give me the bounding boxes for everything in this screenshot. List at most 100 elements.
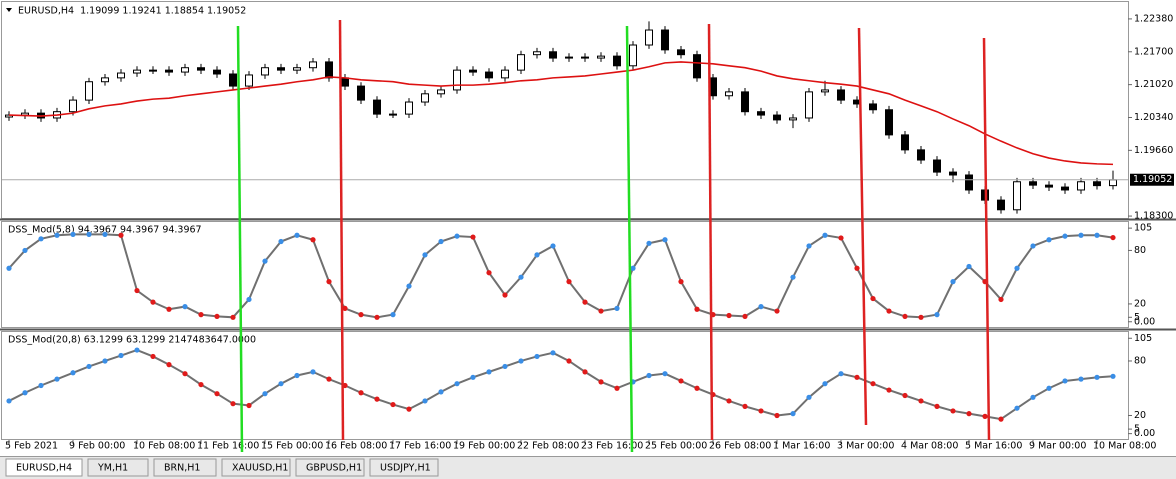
y-tick-label: 1.18300 bbox=[1134, 211, 1173, 222]
tab[interactable] bbox=[5, 458, 83, 477]
candle-body bbox=[517, 54, 525, 71]
candle-body bbox=[85, 81, 93, 101]
dss-point bbox=[806, 243, 812, 249]
dss-point bbox=[1094, 374, 1100, 380]
collapse-arrow[interactable] bbox=[6, 8, 12, 12]
dss-point bbox=[182, 304, 188, 310]
candle-body bbox=[405, 101, 413, 115]
tab-label[interactable]: GBPUSD,H1 bbox=[306, 463, 362, 474]
dss-point bbox=[838, 235, 844, 241]
tab-label[interactable]: EURUSD,H4 bbox=[16, 463, 72, 474]
tab-label[interactable]: BRN,H1 bbox=[164, 463, 200, 474]
candle-body bbox=[837, 89, 845, 101]
marks: 1.22380 1.21700 1.21020 1.20340 1.19660 1.183… bbox=[2, 13, 1174, 452]
current-price-label: 1.19052 bbox=[1133, 174, 1172, 185]
dss-point bbox=[1062, 378, 1068, 384]
y-tick-label: 105 bbox=[1134, 223, 1152, 234]
dss-point bbox=[902, 313, 908, 320]
candle-body bbox=[229, 73, 237, 87]
dss-point bbox=[182, 371, 188, 377]
candle-body bbox=[725, 91, 733, 97]
tab[interactable] bbox=[221, 458, 291, 477]
candle-body bbox=[965, 174, 973, 191]
candle-body bbox=[421, 93, 429, 103]
candle-body bbox=[741, 91, 749, 113]
dss-point bbox=[1030, 243, 1036, 249]
candle-body bbox=[165, 69, 173, 73]
candle-body bbox=[565, 56, 573, 59]
dss-point bbox=[198, 381, 204, 388]
tab-label[interactable]: USDJPY,H1 bbox=[380, 463, 431, 474]
dss-point bbox=[678, 279, 684, 285]
tab[interactable] bbox=[153, 458, 217, 477]
dss-point bbox=[582, 299, 588, 305]
dss-point bbox=[550, 350, 556, 356]
y-tick-label: 5 bbox=[1134, 312, 1140, 323]
dss-point bbox=[358, 390, 364, 396]
dss-point bbox=[166, 362, 172, 368]
dss-point bbox=[22, 390, 28, 396]
indicator-title: DSS_Mod(20,8) 63.1299 63.1299 2147483647… bbox=[8, 335, 256, 346]
dss-point bbox=[406, 283, 412, 289]
candle-body bbox=[581, 56, 589, 59]
candle-body bbox=[789, 117, 797, 121]
dss-point bbox=[694, 306, 700, 312]
dss-point bbox=[246, 402, 252, 409]
x-tick-label: 1 Mar 16:00 bbox=[773, 441, 830, 452]
dss-point bbox=[70, 370, 76, 376]
candle-body bbox=[885, 109, 893, 136]
dss-point bbox=[358, 312, 364, 318]
dss-point bbox=[86, 363, 92, 370]
tab[interactable] bbox=[295, 458, 365, 477]
dss-point bbox=[502, 292, 508, 298]
dss-point bbox=[214, 391, 220, 397]
tab[interactable] bbox=[369, 458, 439, 477]
dss-point bbox=[614, 305, 620, 311]
dss-point bbox=[518, 358, 524, 364]
dss-point bbox=[726, 312, 732, 319]
tab[interactable] bbox=[87, 458, 149, 477]
candle-body bbox=[101, 77, 109, 83]
dss-point bbox=[438, 238, 444, 245]
drawn-vertical-line bbox=[707, 23, 714, 441]
dss-point bbox=[742, 313, 748, 320]
dss-point bbox=[566, 358, 572, 364]
dss-point bbox=[102, 231, 108, 237]
candle-body bbox=[485, 71, 493, 79]
candle-body bbox=[437, 89, 445, 95]
dss-point bbox=[326, 279, 332, 285]
dss-point bbox=[310, 369, 316, 375]
candle-body bbox=[597, 55, 605, 59]
x-tick-label: 10 Feb 08:00 bbox=[133, 441, 195, 452]
candle-body bbox=[149, 69, 157, 72]
candle-body bbox=[1029, 181, 1037, 186]
candle-body bbox=[325, 61, 333, 79]
tab-label[interactable]: YM,H1 bbox=[97, 463, 128, 474]
candle-body bbox=[933, 159, 941, 173]
dss-point bbox=[1014, 265, 1020, 271]
dss-point bbox=[902, 392, 908, 399]
dss-point bbox=[38, 236, 44, 242]
dss-point bbox=[150, 353, 156, 360]
dss-point bbox=[1046, 385, 1052, 391]
dss-point bbox=[742, 403, 748, 409]
candle-body bbox=[1045, 184, 1053, 188]
dss-point bbox=[886, 308, 892, 314]
x-tick-label: 10 Mar 08:00 bbox=[1093, 441, 1156, 452]
dss-point bbox=[486, 369, 492, 375]
candle-body bbox=[1013, 181, 1021, 211]
dss-point bbox=[854, 265, 860, 271]
y-tick-label: 1.19660 bbox=[1134, 145, 1173, 156]
dss-point bbox=[406, 406, 412, 412]
dss-point bbox=[598, 308, 604, 314]
dss-point bbox=[966, 411, 972, 417]
dss-point bbox=[1078, 376, 1084, 382]
dss-point bbox=[454, 233, 460, 239]
x-tick-label: 22 Feb 08:00 bbox=[517, 441, 579, 452]
drawn-vertical-line bbox=[982, 37, 991, 441]
candle-body bbox=[309, 61, 317, 69]
candle-body bbox=[693, 54, 701, 79]
tab-label[interactable]: XAUUSD,H1 bbox=[232, 463, 288, 474]
y-tick-label: 1.21020 bbox=[1134, 79, 1173, 90]
chart-title: EURUSD,H4 1.19099 1.19241 1.18854 1.1905… bbox=[18, 6, 246, 17]
